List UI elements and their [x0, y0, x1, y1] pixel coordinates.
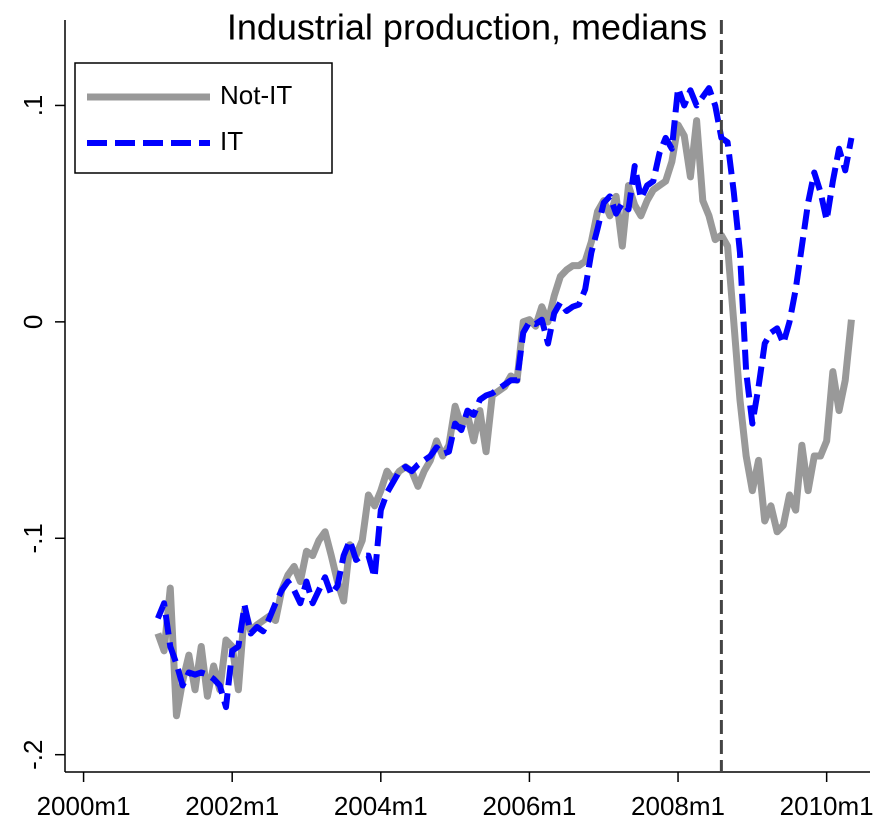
x-tick-label: 2004m1 [334, 791, 428, 821]
x-tick-label: 2008m1 [631, 791, 725, 821]
series-line [155, 85, 855, 711]
legend-box [74, 62, 333, 174]
chart-title: Industrial production, medians [227, 7, 707, 48]
y-tick-label: -.2 [18, 740, 48, 770]
legend-label: IT [220, 126, 243, 156]
y-tick-label: 0 [18, 315, 48, 329]
x-tick-label: 2006m1 [482, 791, 576, 821]
y-tick-label: .1 [18, 95, 48, 117]
y-tick-label: -.1 [18, 523, 48, 553]
x-tick-label: 2010m1 [780, 791, 874, 821]
legend-label: Not-IT [220, 80, 292, 110]
x-tick-label: 2002m1 [185, 791, 279, 821]
x-tick-label: 2000m1 [37, 791, 131, 821]
